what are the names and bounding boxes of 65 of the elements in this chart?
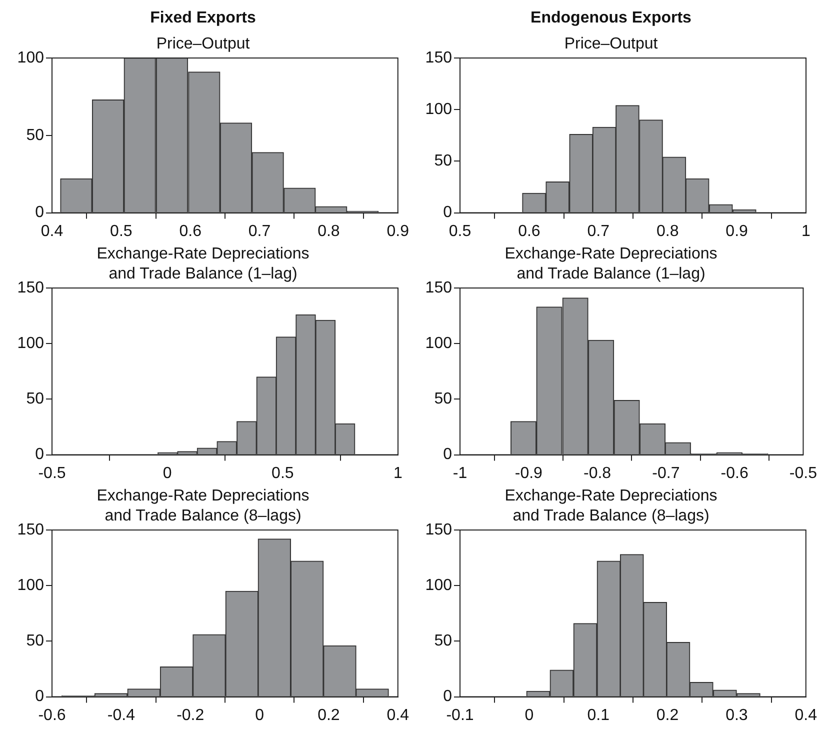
x-tick-label: 0.6 (518, 222, 540, 240)
x-tick-label: 0.8 (318, 222, 340, 240)
y-tick-label: 100 (17, 335, 44, 352)
y-tick-label: 50 (434, 390, 452, 408)
x-tick-label: 1 (394, 464, 403, 482)
chart-title: Exchange-Rate Depreciations and Trade Balance (8–lags) (504, 487, 718, 524)
y-tick-label: 150 (17, 279, 44, 296)
y-tick-label: 50 (26, 126, 44, 144)
y-tick-label: 150 (425, 279, 452, 296)
x-tick-label: -0.5 (789, 464, 818, 482)
x-tick-label: 0.5 (110, 222, 132, 240)
x-tick-label: 0.6 (179, 222, 202, 240)
x-tick-label: -0.8 (583, 464, 612, 482)
y-tick-label: 150 (425, 521, 452, 538)
x-tick-label: 0.4 (40, 222, 64, 240)
x-tick-label: -0.7 (652, 464, 680, 482)
x-tick-label: -0.6 (720, 464, 748, 482)
chart-title: Exchange-Rate Depreciations and Trade Balance (1–lag) (504, 245, 718, 282)
x-tick-label: 0.4 (386, 706, 410, 724)
x-tick-label: -0.4 (107, 706, 136, 724)
y-tick-label: 0 (35, 446, 44, 464)
y-tick-label: 100 (425, 335, 452, 352)
x-tick-label: -0.5 (38, 464, 66, 482)
x-tick-label: 0.4 (794, 706, 818, 724)
x-tick-label: 0.8 (656, 222, 679, 240)
x-tick-label: -1 (452, 464, 468, 482)
y-tick-label: 50 (26, 390, 44, 408)
x-tick-label: 0 (162, 464, 172, 482)
y-tick-label: 50 (434, 152, 452, 170)
y-tick-label: 0 (35, 688, 44, 706)
y-tick-label: 50 (26, 632, 44, 650)
x-tick-label: 0.2 (318, 706, 340, 724)
x-tick-label: -0.9 (514, 464, 543, 482)
x-tick-label: 1 (802, 222, 811, 240)
x-tick-label: 0 (255, 706, 264, 724)
chart-title: Price–Output (156, 35, 250, 52)
y-tick-label: 150 (17, 521, 44, 538)
y-tick-label: 0 (35, 204, 44, 222)
y-tick-label: 100 (17, 49, 44, 66)
x-tick-label: 0.5 (272, 464, 294, 482)
y-tick-label: 0 (443, 446, 452, 464)
x-tick-label: 0.7 (248, 222, 271, 240)
x-tick-label: -0.1 (446, 706, 474, 724)
x-tick-label: 0.1 (587, 706, 610, 724)
y-tick-label: 100 (17, 577, 44, 594)
x-tick-label: 0.5 (448, 222, 472, 240)
chart-title: Exchange-Rate Depreciations and Trade Balance (8–lags) (96, 487, 310, 524)
x-tick-label: 0.2 (656, 706, 679, 724)
y-tick-label: 0 (443, 204, 452, 222)
x-tick-label: 0.7 (587, 222, 610, 240)
x-tick-label: 0.9 (726, 222, 748, 240)
x-tick-label: 0.9 (386, 222, 410, 240)
y-tick-label: 0 (443, 688, 452, 706)
y-tick-label: 150 (425, 49, 452, 66)
x-tick-label: -0.6 (38, 706, 66, 724)
x-tick-label: -0.2 (176, 706, 204, 724)
chart-title: Price–Output (564, 35, 658, 52)
x-tick-label: 0.3 (726, 706, 748, 724)
y-tick-label: 50 (434, 632, 452, 650)
chart-subtitle: Endogenous Exports (530, 9, 692, 26)
x-tick-label: 0 (524, 706, 534, 724)
chart-subtitle: Fixed Exports (150, 9, 256, 26)
chart-title: Exchange-Rate Depreciations and Trade Balance (1–lag) (96, 245, 310, 282)
y-tick-label: 100 (425, 101, 452, 118)
y-tick-label: 100 (425, 577, 452, 594)
